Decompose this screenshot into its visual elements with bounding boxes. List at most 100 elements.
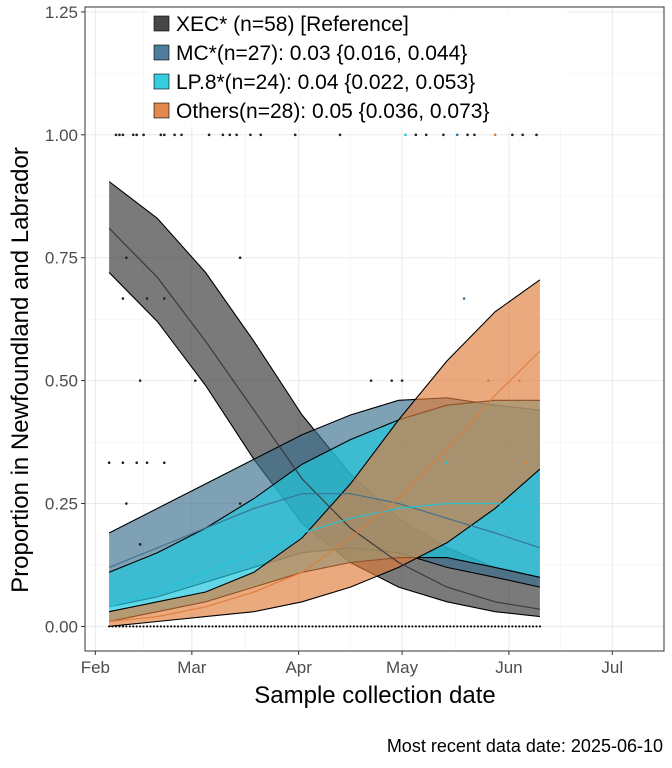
data-point — [538, 625, 542, 628]
data-point — [394, 625, 397, 628]
data-point — [507, 625, 511, 628]
data-point — [173, 625, 176, 628]
data-point — [145, 625, 149, 628]
confidence-band — [109, 279, 540, 627]
caption: Most recent data date: 2025-06-10 — [387, 736, 663, 756]
data-point — [132, 625, 135, 628]
data-point — [207, 133, 211, 137]
data-point — [159, 625, 162, 628]
data-point — [356, 625, 359, 628]
data-point — [290, 625, 293, 628]
data-point — [387, 625, 390, 628]
data-point — [145, 461, 149, 465]
data-point — [287, 625, 290, 628]
data-point — [252, 625, 255, 628]
data-point — [204, 625, 207, 628]
series-midlines — [108, 227, 541, 623]
series-line — [108, 493, 541, 568]
legend-background — [148, 9, 568, 127]
data-point — [162, 461, 166, 465]
data-point — [345, 625, 349, 628]
data-point — [228, 133, 232, 137]
data-point — [521, 625, 524, 628]
series-line — [108, 227, 540, 610]
data-point — [107, 461, 111, 465]
data-point — [259, 625, 262, 628]
data-point — [125, 625, 128, 628]
data-point — [114, 133, 118, 137]
legend-label: XEC* (n=58) [Reference] — [176, 13, 409, 36]
data-point — [138, 379, 142, 382]
data-point — [435, 625, 438, 628]
y-tick-label: 0.25 — [45, 495, 78, 514]
data-point — [514, 625, 517, 628]
x-tick-label: Jun — [495, 658, 522, 677]
data-point — [238, 256, 242, 260]
data-point — [473, 625, 476, 628]
data-point — [442, 625, 445, 628]
data-point — [162, 297, 166, 300]
data-point — [190, 625, 193, 628]
data-point — [176, 625, 180, 628]
data-point — [314, 625, 318, 628]
legend-swatch — [153, 102, 170, 119]
data-point — [418, 625, 421, 628]
data-point — [525, 625, 528, 628]
data-point — [486, 379, 490, 382]
data-point — [497, 625, 500, 628]
data-point — [218, 625, 221, 628]
data-point — [121, 133, 125, 137]
band-upper-edge — [108, 279, 541, 613]
data-point — [121, 625, 125, 628]
data-point — [342, 625, 345, 628]
data-point — [242, 625, 245, 628]
data-point — [369, 625, 373, 628]
data-point — [187, 625, 190, 628]
data-point — [400, 625, 404, 628]
data-point — [373, 625, 376, 628]
x-tick-label: May — [386, 658, 419, 677]
data-point — [207, 625, 211, 628]
data-point — [494, 625, 497, 628]
data-point — [445, 461, 449, 465]
data-point — [425, 625, 428, 628]
data-point — [180, 625, 183, 628]
data-point — [159, 133, 163, 137]
data-point — [487, 625, 490, 628]
data-point — [118, 625, 121, 628]
data-point — [400, 379, 404, 382]
data-point — [135, 461, 138, 465]
data-point — [197, 625, 200, 628]
data-point — [328, 625, 331, 628]
data-point — [500, 625, 504, 628]
data-point — [535, 133, 538, 137]
legend-label: Others(n=28): 0.05 {0.036, 0.073} — [176, 100, 489, 123]
data-point — [511, 625, 514, 628]
data-point — [421, 625, 424, 628]
panel-border — [84, 6, 665, 652]
data-point — [363, 625, 366, 628]
data-point — [280, 625, 283, 628]
data-point — [142, 625, 145, 628]
data-point — [452, 625, 455, 628]
data-point — [442, 133, 445, 137]
legend-label: LP.8*(n=24): 0.04 {0.022, 0.053} — [176, 71, 475, 94]
data-point — [480, 625, 483, 628]
data-point — [193, 379, 197, 382]
data-point — [245, 625, 249, 628]
data-point — [321, 625, 324, 628]
data-point — [338, 133, 342, 137]
data-point — [259, 133, 263, 137]
data-point — [531, 625, 535, 628]
data-point — [273, 625, 276, 628]
data-point — [138, 543, 142, 546]
x-tick-label: Apr — [285, 658, 312, 677]
y-axis-title: Proportion in Newfoundland and Labrador — [7, 147, 34, 593]
data-point — [131, 133, 135, 137]
data-point — [490, 625, 493, 628]
data-point — [225, 625, 228, 628]
data-point — [214, 625, 218, 628]
data-point — [469, 625, 473, 628]
data-point — [228, 625, 231, 628]
